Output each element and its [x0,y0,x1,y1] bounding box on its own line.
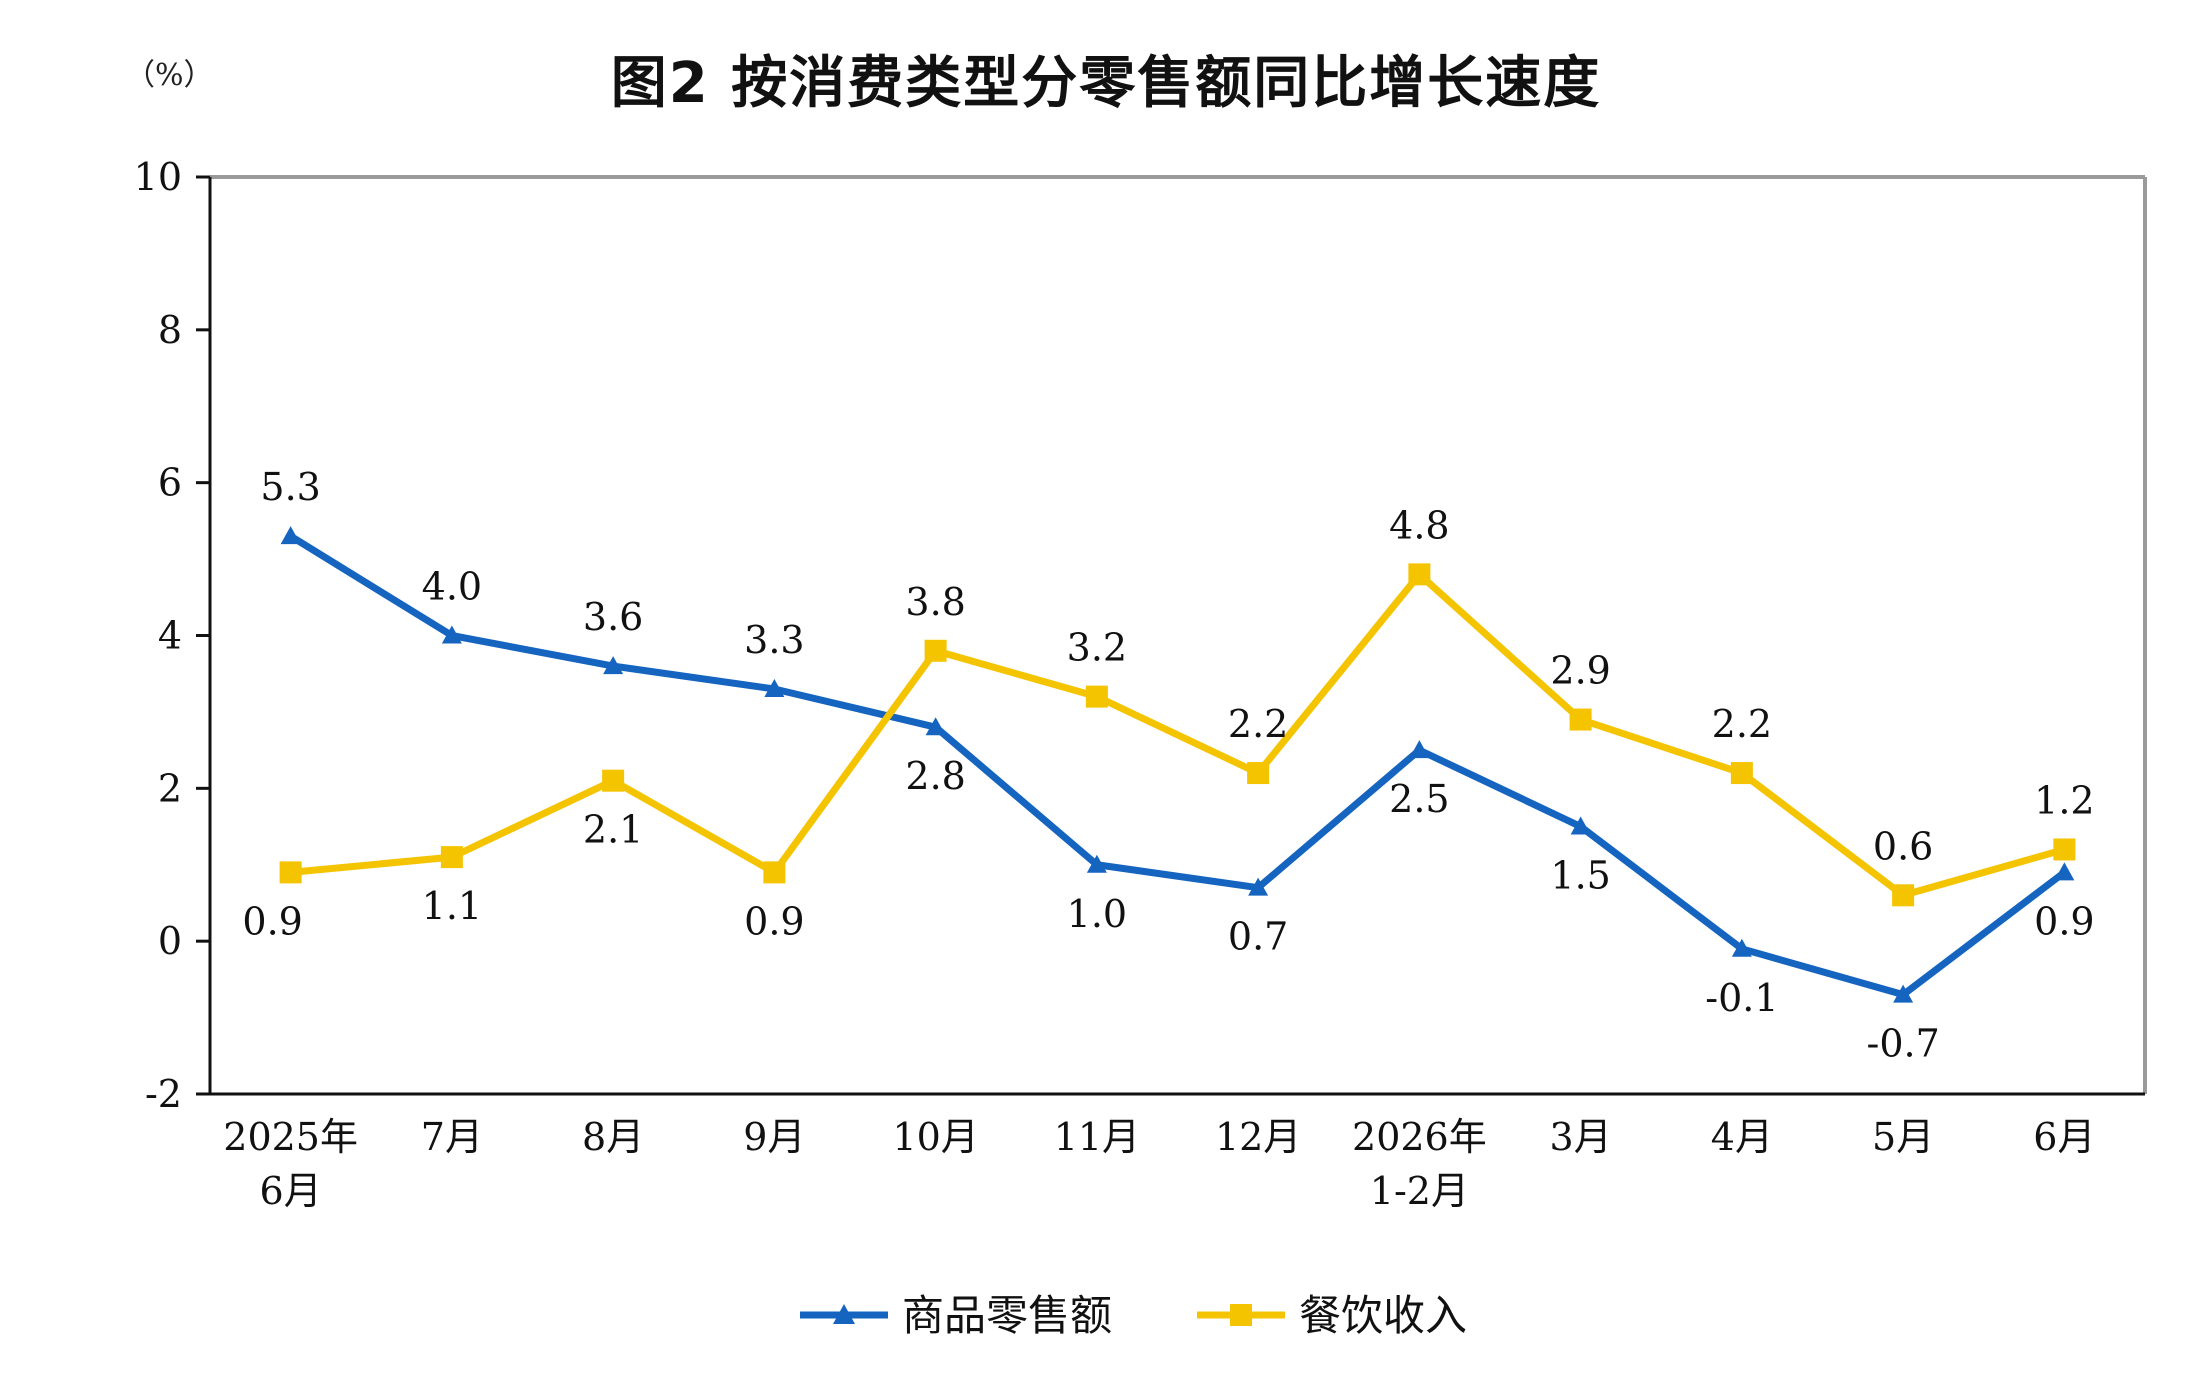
series-2-point [1408,563,1431,586]
x-tick-label: 9月 [743,1115,805,1159]
x-tick-label: 2026年 [1352,1115,1487,1159]
data-label: 1.2 [2034,778,2094,822]
data-label: 3.3 [744,618,804,662]
data-label: 0.9 [744,899,804,943]
x-tick-label: 4月 [1711,1115,1773,1159]
data-label: 1.0 [1067,892,1127,936]
y-tick-label: 10 [134,155,182,199]
y-tick-label: 6 [158,461,182,505]
series-2-point [924,639,947,662]
series-2-point [279,861,302,884]
data-label: 2.5 [1389,777,1449,821]
x-tick-label: 11月 [1054,1115,1140,1159]
x-tick-label: 6月 [260,1169,322,1213]
x-tick-label: 12月 [1215,1115,1301,1159]
data-label: 3.8 [905,580,965,624]
x-tick-label: 3月 [1550,1115,1612,1159]
series-1-point [925,717,946,736]
data-label: 4.0 [422,565,482,609]
data-label: 0.9 [2034,899,2094,943]
legend-marker-square [1230,1304,1252,1326]
series-2-point [1247,762,1270,785]
series-1-point [1086,854,1107,873]
series-line-2 [290,570,2066,899]
data-label: 2.9 [1550,649,1610,693]
x-tick-label: 7月 [421,1115,483,1159]
x-tick-label: 2025年 [223,1115,358,1159]
data-label: 2.2 [1228,702,1288,746]
legend-label-1: 商品零售额 [902,1291,1112,1340]
chart-title: 图2 按消费类型分零售额同比增长速度 [610,51,1602,116]
data-label: 2.8 [905,754,965,798]
data-label: 2.1 [583,808,643,852]
series-2-point [2053,838,2076,861]
legend-label-2: 餐饮收入 [1299,1291,1467,1340]
series-1-point [764,678,785,697]
series-1-point [280,526,301,545]
y-tick-label: 4 [158,614,182,658]
series-1-point [1731,938,1752,957]
data-label: 0.6 [1873,824,1933,868]
y-tick-label: 8 [158,308,182,352]
data-label: 4.8 [1389,503,1449,547]
x-tick-label: 8月 [582,1115,644,1159]
series-1-point [2054,862,2075,881]
series-2-point [1892,884,1915,907]
series-1-point [603,656,624,675]
data-label: 1.5 [1550,854,1610,898]
data-label: 3.6 [583,595,643,639]
x-tick-label: 10月 [892,1115,978,1159]
data-label: -0.7 [1866,1022,1939,1066]
series-2-point [1569,708,1592,731]
data-label: 3.2 [1067,626,1127,670]
series-1-point [1570,816,1591,835]
series-2-point [1085,685,1108,708]
legend-marker-triangle [833,1304,855,1324]
data-label: 1.1 [422,884,482,928]
y-unit-label: （%） [125,58,214,93]
data-label: 2.2 [1712,702,1772,746]
y-tick-label: 0 [158,919,182,963]
series-1-point [1248,877,1269,896]
data-label: 0.7 [1228,915,1288,959]
series-2-point [602,769,625,792]
data-label: 5.3 [260,465,320,509]
series-1-point [441,625,462,644]
y-tick-label: -2 [145,1072,182,1116]
x-tick-label: 1-2月 [1370,1169,1469,1213]
series-1-point [1409,740,1430,759]
x-tick-label: 6月 [2033,1115,2095,1159]
series-2-point [1730,762,1753,785]
y-tick-label: 2 [158,766,182,810]
data-label: -0.1 [1705,976,1778,1020]
data-label: 0.9 [242,899,302,943]
series-1-point [1893,984,1914,1003]
x-tick-label: 5月 [1872,1115,1934,1159]
series-2-point [763,861,786,884]
series-2-point [440,846,463,869]
series-line-1 [288,533,2067,999]
